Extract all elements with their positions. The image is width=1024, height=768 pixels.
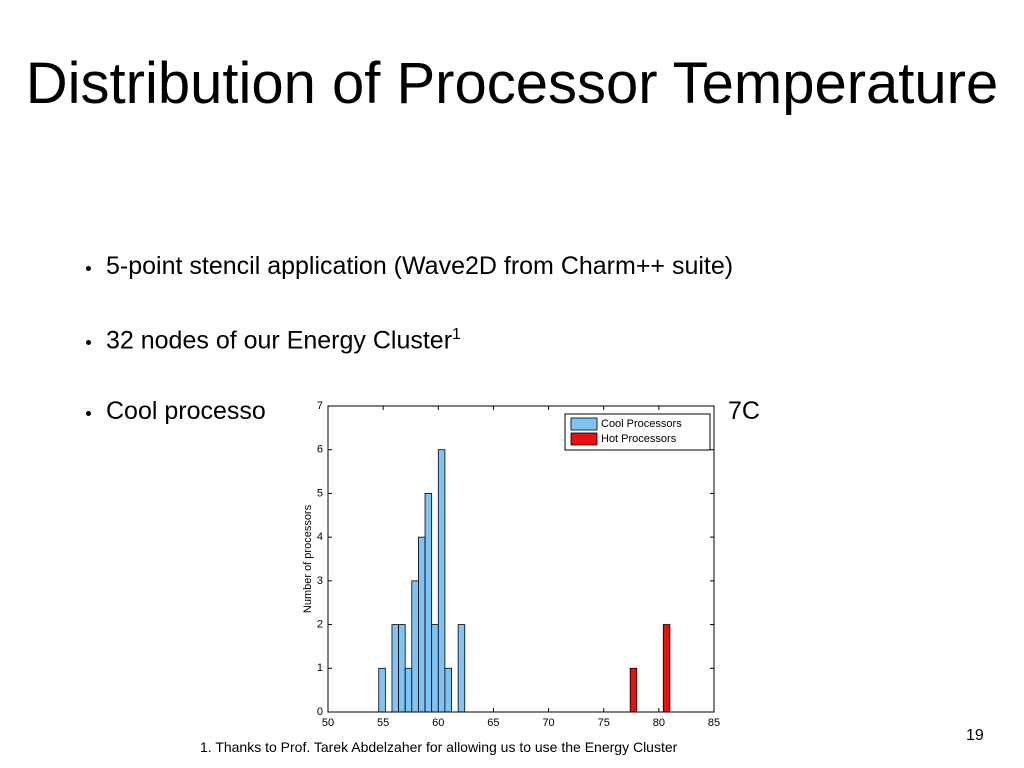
y-tick-label: 6 (317, 444, 323, 456)
x-tick-label: 65 (487, 717, 499, 729)
bar (457, 624, 466, 713)
x-tick-label: 85 (708, 717, 720, 729)
bullet-dot (86, 340, 91, 345)
legend-swatch (570, 432, 598, 446)
bar (431, 624, 439, 713)
bar (437, 449, 446, 713)
y-tick-label: 1 (317, 662, 323, 674)
legend-label: Hot Processors (601, 433, 677, 445)
x-tick-label: 80 (653, 717, 665, 729)
bar (391, 624, 399, 713)
bar (629, 667, 638, 713)
bar (398, 624, 406, 713)
bullet-tail: 7C (728, 397, 760, 425)
legend-label: Cool Processors (601, 418, 682, 430)
y-tick-label: 2 (317, 618, 323, 630)
bar (411, 580, 419, 713)
y-tick-label: 7 (317, 400, 323, 412)
page-number: 19 (966, 727, 984, 744)
footnote: 1. Thanks to Prof. Tarek Abdelzaher for … (200, 739, 678, 755)
plot-frame (327, 405, 715, 713)
bullet: 5-point stencil application (Wave2D from… (106, 252, 734, 280)
chart-background (298, 396, 728, 732)
slide-title: Distribution of Processor Temperature (25, 51, 999, 116)
bullet: Cool processo (106, 397, 266, 425)
bar (662, 624, 671, 713)
x-tick-label: 55 (377, 717, 389, 729)
y-tick-label: 0 (317, 706, 323, 718)
x-tick-label: 70 (542, 717, 554, 729)
bar (444, 667, 452, 713)
y-tick-label: 5 (317, 487, 323, 499)
bar (424, 493, 433, 713)
x-tick-label: 50 (322, 717, 334, 729)
superscript: 1 (452, 326, 461, 343)
bar (404, 667, 413, 713)
y-axis-label: Number of processors (302, 504, 314, 613)
bullet-text: 32 nodes of our Energy Cluster (106, 326, 453, 355)
bar (378, 667, 386, 713)
y-tick-label: 3 (317, 575, 323, 587)
legend-swatch (570, 417, 598, 431)
bullet: 32 nodes of our Energy Cluster1 (106, 326, 461, 355)
x-tick-label: 60 (432, 717, 444, 729)
bar (418, 536, 426, 713)
bullet-dot (86, 411, 91, 416)
y-tick-label: 4 (317, 531, 323, 543)
x-tick-label: 75 (598, 717, 610, 729)
bullet-dot (86, 266, 91, 271)
